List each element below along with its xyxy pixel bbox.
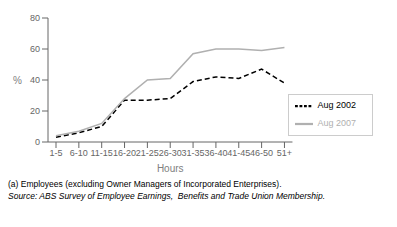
svg-text:Hours: Hours (157, 163, 184, 174)
svg-text:16-20: 16-20 (113, 148, 136, 158)
svg-text:%: % (13, 75, 22, 86)
svg-text:31-35: 31-35 (182, 148, 205, 158)
svg-text:1-5: 1-5 (49, 148, 62, 158)
svg-text:80: 80 (30, 13, 40, 23)
svg-text:40: 40 (30, 75, 40, 85)
svg-text:6-10: 6-10 (70, 148, 88, 158)
svg-text:60: 60 (30, 44, 40, 54)
svg-text:11-15: 11-15 (91, 148, 113, 158)
svg-text:46-50: 46-50 (250, 148, 273, 158)
html-text:Aug 2007: Aug 2007 (317, 118, 356, 129)
svg-text:21-25: 21-25 (136, 148, 159, 158)
html-text:Aug 2002: Aug 2002 (317, 100, 356, 111)
html-text:(a) Employees (excluding Owner: (a) Employees (excluding Owner Managers … (8, 179, 282, 189)
svg-text:20: 20 (30, 106, 40, 116)
svg-text:51+: 51+ (277, 148, 292, 158)
svg-text:26-30: 26-30 (159, 148, 182, 158)
html-text:Source: ABS Survey of Employee: Source: ABS Survey of Employee Earnings,… (8, 191, 325, 201)
svg-text:41-45: 41-45 (227, 148, 250, 158)
svg-text:36-40: 36-40 (204, 148, 227, 158)
svg-text:0: 0 (35, 137, 40, 147)
